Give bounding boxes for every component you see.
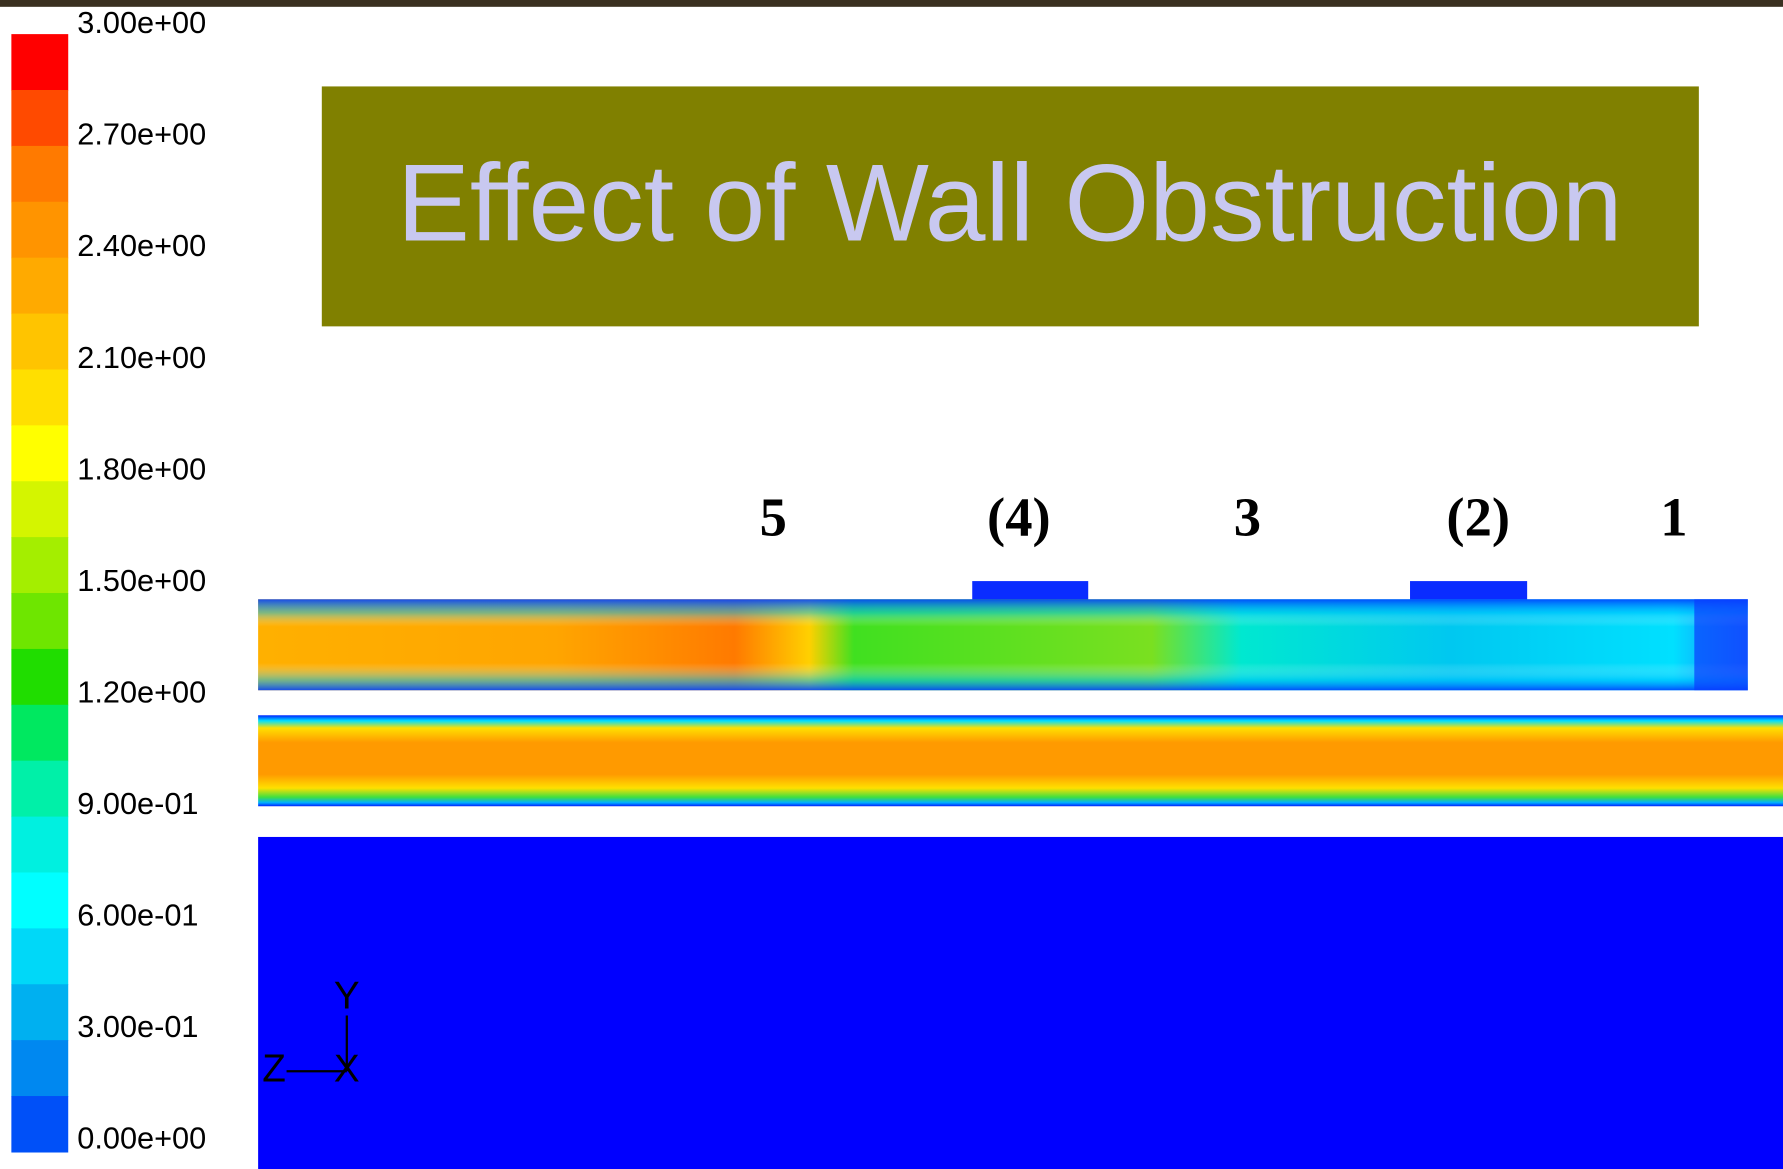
colorbar-band [11,34,68,90]
colorbar-band [11,258,68,314]
colorbar-label: 2.40e+00 [77,228,206,263]
colorbar-band [11,593,68,649]
title: Effect of Wall Obstruction [397,142,1622,264]
station-label: 1 [1660,487,1687,548]
colorbar-label: 1.20e+00 [77,674,206,709]
lower-region [258,837,1783,1169]
axis-label: Z [262,1047,286,1090]
colorbar-label: 1.50e+00 [77,563,206,598]
colorbar-band [11,425,68,481]
colorbar-label: 3.00e+00 [77,5,206,40]
colorbar-band [11,984,68,1040]
colorbar-band [11,1096,68,1152]
colorbar-band [11,872,68,928]
upper-channel-end [1694,599,1747,690]
colorbar-label: 6.00e-01 [77,898,198,933]
colorbar-label: 3.00e-01 [77,1009,198,1044]
colorbar-band [11,537,68,593]
colorbar-label: 2.70e+00 [77,117,206,152]
slide: 3.00e+00 2.70e+00 2.40e+00 2.10e+00 1.80e+00… [0,0,1783,1169]
colorbar-label: 1.80e+00 [77,451,206,486]
colorbar-band [11,481,68,537]
axis-label: Y [334,975,360,1018]
colorbar-band [11,1040,68,1096]
colorbar-band [11,146,68,202]
station-label: 3 [1234,487,1261,548]
colorbar-band [11,369,68,425]
colorbar-band [11,928,68,984]
colorbar-label: 9.00e-01 [77,786,198,821]
station-label: (2) [1446,487,1510,548]
colorbar-band [11,90,68,146]
axis-label: X [334,1047,360,1090]
colorbar-band [11,761,68,817]
colorbar-band [11,649,68,705]
station-label: 5 [760,487,787,548]
station-label: (4) [987,487,1051,548]
page: 3.00e+00 2.70e+00 2.40e+00 2.10e+00 1.80e+00… [0,0,1783,1169]
upper-channel-shade [258,599,1748,690]
colorbar-band [11,202,68,258]
colorbar-label: 0.00e+00 [77,1121,206,1156]
colorbar-label: 2.10e+00 [77,340,206,375]
top-strip [0,0,1783,7]
colorbar-band [11,314,68,370]
middle-channel [258,715,1783,806]
colorbar-band [11,817,68,873]
colorbar-band [11,705,68,761]
